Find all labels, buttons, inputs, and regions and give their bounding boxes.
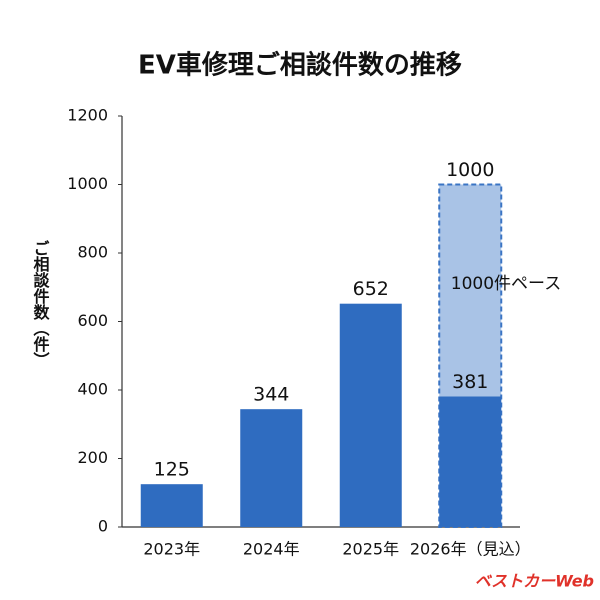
y-tick-label: 200 (77, 448, 108, 467)
value-label: 652 (353, 278, 389, 300)
x-tick-label: 2024年 (243, 540, 300, 559)
y-tick-label: 1000 (67, 174, 108, 193)
bar (439, 396, 502, 527)
y-tick-label: 1200 (67, 106, 108, 125)
value-label: 125 (154, 459, 190, 481)
y-axis-label: ご相談件数（件） (31, 239, 50, 368)
value-label: 381 (452, 371, 488, 393)
value-label: 1000 (446, 159, 494, 181)
x-tick-label: 2025年 (342, 540, 399, 559)
bar (140, 484, 203, 527)
bar (339, 303, 402, 527)
watermark: ベストカーWeb (475, 572, 594, 591)
y-tick-label: 400 (77, 380, 108, 399)
bar (240, 409, 303, 527)
y-tick-label: 600 (77, 311, 108, 330)
chart-title: EV車修理ご相談件数の推移 (138, 50, 462, 81)
x-tick-label: 2026年（見込） (410, 540, 531, 559)
annotation: 1000件ペース (451, 274, 561, 294)
y-tick-label: 800 (77, 243, 108, 262)
y-tick-label: 0 (98, 517, 108, 536)
x-tick-label: 2023年 (143, 540, 200, 559)
value-label: 344 (253, 384, 289, 406)
